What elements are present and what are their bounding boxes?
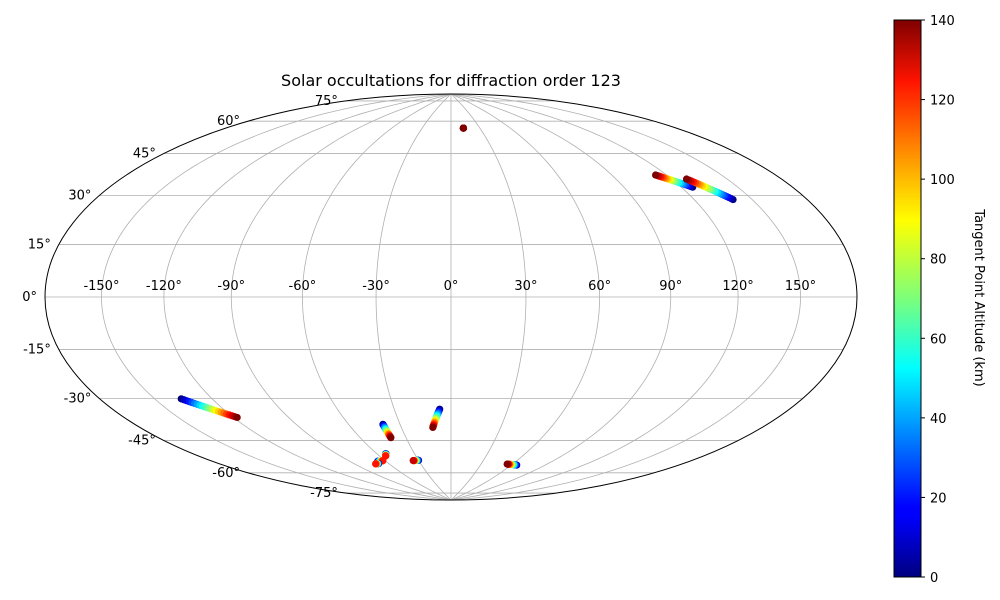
grid-meridian [450, 93, 739, 501]
occultation-points [177, 124, 737, 469]
grid-meridian [301, 93, 452, 501]
occultation-point [429, 423, 437, 432]
colorbar-tick-label: 100 [930, 173, 955, 188]
x-tick-label: 0° [444, 279, 459, 294]
y-tick-label: -75° [310, 486, 338, 501]
colorbar-tick-label: 140 [930, 14, 955, 29]
occultation-point [409, 457, 417, 465]
colorbar [893, 19, 922, 578]
x-tick-label: -90° [217, 279, 245, 294]
map-grid [45, 93, 857, 501]
colorbar-tick-label: 120 [930, 94, 955, 109]
occultation-point [233, 413, 241, 422]
y-tick-label: -15° [23, 343, 51, 358]
colorbar-label: Tangent Point Altitude (km) [971, 208, 986, 386]
map-boundary [44, 93, 858, 501]
x-tick-label: -30° [362, 279, 390, 294]
y-tick-label: 60° [217, 114, 240, 129]
x-tick-label: 60° [588, 279, 611, 294]
grid-meridian [101, 93, 452, 501]
grid-meridian [450, 93, 672, 501]
y-tick-label: 0° [22, 290, 37, 305]
chart-title: Solar occultations for diffraction order… [281, 71, 621, 90]
colorbar-tick-label: 60 [930, 332, 947, 347]
y-tick-label: 15° [28, 237, 51, 252]
x-tick-label: 30° [514, 279, 537, 294]
colorbar-ticks: 0 20 40 60 80 100 120 140 [921, 14, 955, 586]
grid-meridian [450, 93, 527, 501]
occultation-point [503, 460, 511, 468]
y-tick-label: 45° [133, 146, 156, 161]
colorbar-tick-label: 0 [930, 571, 938, 586]
y-tick-label: -60° [212, 466, 240, 481]
occultation-point [459, 124, 468, 132]
grid-meridian [450, 93, 601, 501]
occultation-point [372, 460, 380, 468]
x-tick-label: -120° [146, 279, 182, 294]
occultation-point [387, 434, 395, 442]
y-tick-labels: -75° -60° -45° -30° -15° 0° 15° 30° 45° 60° 75° [22, 94, 338, 501]
x-tick-label: -150° [83, 279, 119, 294]
x-tick-label: 90° [659, 279, 682, 294]
colorbar-tick-label: 20 [930, 491, 947, 506]
y-tick-label: -45° [128, 434, 156, 449]
grid-meridian [450, 93, 801, 501]
colorbar-tick-label: 40 [930, 412, 947, 427]
x-tick-labels: -150° -120° -90° -60° -30° 0° 30° 60° 90° 120° 150… [83, 279, 816, 294]
y-tick-label: 75° [315, 94, 338, 109]
occultation-point [651, 171, 660, 179]
x-tick-label: -60° [289, 279, 317, 294]
occultation-point [682, 175, 691, 183]
grid-meridian [230, 93, 452, 501]
grid-meridian [163, 93, 452, 501]
y-tick-label: 30° [68, 189, 91, 204]
x-tick-label: 150° [785, 279, 816, 294]
colorbar-tick-label: 80 [930, 253, 947, 268]
y-tick-label: -30° [64, 392, 92, 407]
x-tick-label: 120° [722, 279, 753, 294]
grid-meridian [375, 93, 452, 501]
